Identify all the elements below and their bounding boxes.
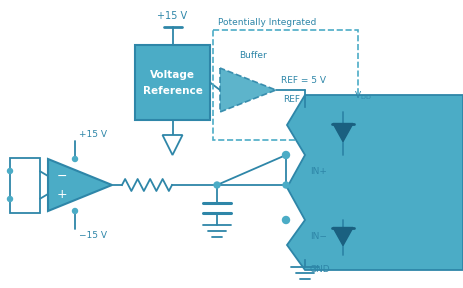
- Circle shape: [346, 109, 353, 115]
- Text: −: −: [57, 170, 67, 183]
- Circle shape: [73, 156, 77, 162]
- Text: +15 V: +15 V: [79, 130, 107, 139]
- Bar: [135, 45, 210, 120]
- Circle shape: [301, 251, 308, 259]
- Text: +15 V: +15 V: [157, 11, 188, 21]
- Text: Potentially Integrated: Potentially Integrated: [218, 18, 316, 27]
- Polygon shape: [48, 159, 112, 211]
- Polygon shape: [333, 228, 353, 245]
- Polygon shape: [333, 124, 353, 141]
- Text: GND: GND: [310, 265, 331, 274]
- Text: REF = 5 V: REF = 5 V: [281, 76, 326, 85]
- Text: IN−: IN−: [310, 232, 327, 241]
- Text: REF: REF: [283, 95, 300, 104]
- Polygon shape: [220, 68, 276, 112]
- Circle shape: [7, 196, 13, 202]
- Text: Buffer: Buffer: [239, 51, 267, 60]
- Circle shape: [283, 182, 289, 188]
- Text: Voltage: Voltage: [150, 69, 195, 79]
- Text: Reference: Reference: [143, 86, 202, 96]
- Circle shape: [73, 209, 77, 213]
- Circle shape: [282, 217, 289, 223]
- Polygon shape: [287, 95, 463, 270]
- Circle shape: [301, 109, 308, 115]
- Polygon shape: [163, 135, 182, 155]
- Text: +: +: [56, 187, 67, 200]
- Text: IN+: IN+: [310, 167, 327, 176]
- Bar: [213, 30, 358, 140]
- Text: −15 V: −15 V: [79, 231, 107, 240]
- Text: V$_{\rm DD}$: V$_{\rm DD}$: [354, 90, 372, 102]
- Circle shape: [282, 151, 289, 158]
- Circle shape: [7, 168, 13, 173]
- Bar: [10, 158, 40, 213]
- Circle shape: [214, 182, 220, 188]
